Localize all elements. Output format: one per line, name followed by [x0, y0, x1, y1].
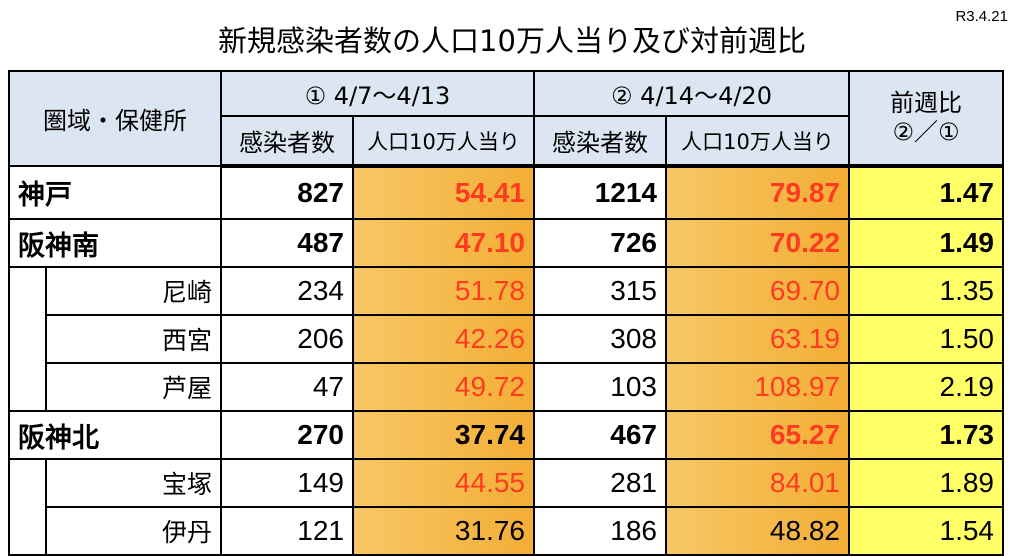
region-name: 阪神南: [8, 218, 222, 268]
cases-cell: 206: [220, 314, 354, 364]
cases-cell: 121: [220, 506, 354, 556]
table-row: 尼崎 234 51.78 315 69.70 1.35: [8, 266, 1004, 412]
title: 新規感染者数の人口10万人当り及び対前週比: [218, 24, 806, 58]
col-header: 人口10万人当り: [352, 115, 535, 168]
period-header: ① 4/7〜4/13: [220, 70, 535, 117]
indent: [8, 458, 47, 556]
office-name: 芦屋: [45, 362, 222, 412]
office-name: 伊丹: [45, 506, 222, 556]
rate-cell: 48.82: [665, 506, 850, 556]
cases-cell: 47: [220, 362, 354, 412]
rate-cell: 54.41: [352, 165, 535, 220]
cases-cell: 1214: [533, 165, 667, 220]
rate-cell: 51.78: [352, 266, 535, 316]
region-name: 神戸: [8, 165, 222, 220]
date: R3.4.21: [955, 8, 1008, 25]
rate-cell: 70.22: [665, 218, 850, 268]
ratio-header: 前週比: [890, 89, 962, 118]
rate-cell: 69.70: [665, 266, 850, 316]
ratio-cell: 1.89: [848, 458, 1004, 508]
office-name: 西宮: [45, 314, 222, 364]
ratio-cell: 1.47: [848, 165, 1004, 220]
cases-cell: 827: [220, 165, 354, 220]
period-header: ② 4/14〜4/20: [533, 70, 850, 117]
table: 圏域・保健所 ① 4/7〜4/13 ② 4/14〜4/20 前週比 ②／① 感染者…: [8, 70, 1004, 556]
table-row: 宝塚 149 44.55 281 84.01 1.89: [8, 458, 1004, 556]
table-row: 阪神南 487 47.10 726 70.22 1.49: [8, 218, 1004, 268]
ratio-sub-header: ②／①: [892, 118, 960, 146]
table-row: 芦屋 47 49.72 103 108.97 2.19: [9, 362, 1004, 412]
ratio-cell: 1.49: [848, 218, 1004, 268]
ratio-cell: 1.73: [848, 410, 1004, 460]
table-row: 阪神北 270 37.74 467 65.27 1.73: [8, 410, 1004, 460]
table-row: 神戸 827 54.41 1214 79.87 1.47: [8, 165, 1004, 220]
rate-cell: 49.72: [352, 362, 535, 412]
office-name: 宝塚: [45, 458, 222, 508]
table-row: 西宮 206 42.26 308 63.19 1.50: [9, 314, 1004, 364]
col-header: 感染者数: [220, 115, 354, 168]
cases-cell: 726: [533, 218, 667, 268]
col-header: 人口10万人当り: [665, 115, 850, 168]
col-header: 感染者数: [533, 115, 667, 168]
ratio-cell: 1.50: [848, 314, 1004, 364]
rate-cell: 44.55: [352, 458, 535, 508]
cases-cell: 186: [533, 506, 667, 556]
ratio-cell: 2.19: [848, 362, 1004, 412]
office-name: 尼崎: [45, 266, 222, 316]
cases-cell: 234: [220, 266, 354, 316]
ratio-cell: 1.35: [848, 266, 1004, 316]
area-header: 圏域・保健所: [8, 70, 222, 167]
cases-cell: 149: [220, 458, 354, 508]
cases-cell: 315: [533, 266, 667, 316]
cases-cell: 308: [533, 314, 667, 364]
rate-cell: 108.97: [665, 362, 850, 412]
rate-cell: 47.10: [352, 218, 535, 268]
cases-cell: 487: [220, 218, 354, 268]
rate-cell: 37.74: [352, 410, 535, 460]
rate-cell: 79.87: [665, 165, 850, 220]
rate-cell: 63.19: [665, 314, 850, 364]
region-name: 阪神北: [8, 410, 222, 460]
rate-cell: 65.27: [665, 410, 850, 460]
table-row: 伊丹 121 31.76 186 48.82 1.54: [9, 506, 1004, 556]
indent: [8, 266, 47, 412]
cases-cell: 281: [533, 458, 667, 508]
rate-cell: 31.76: [352, 506, 535, 556]
cases-cell: 103: [533, 362, 667, 412]
cases-cell: 467: [533, 410, 667, 460]
ratio-cell: 1.54: [848, 506, 1004, 556]
rate-cell: 42.26: [352, 314, 535, 364]
cases-cell: 270: [220, 410, 354, 460]
rate-cell: 84.01: [665, 458, 850, 508]
